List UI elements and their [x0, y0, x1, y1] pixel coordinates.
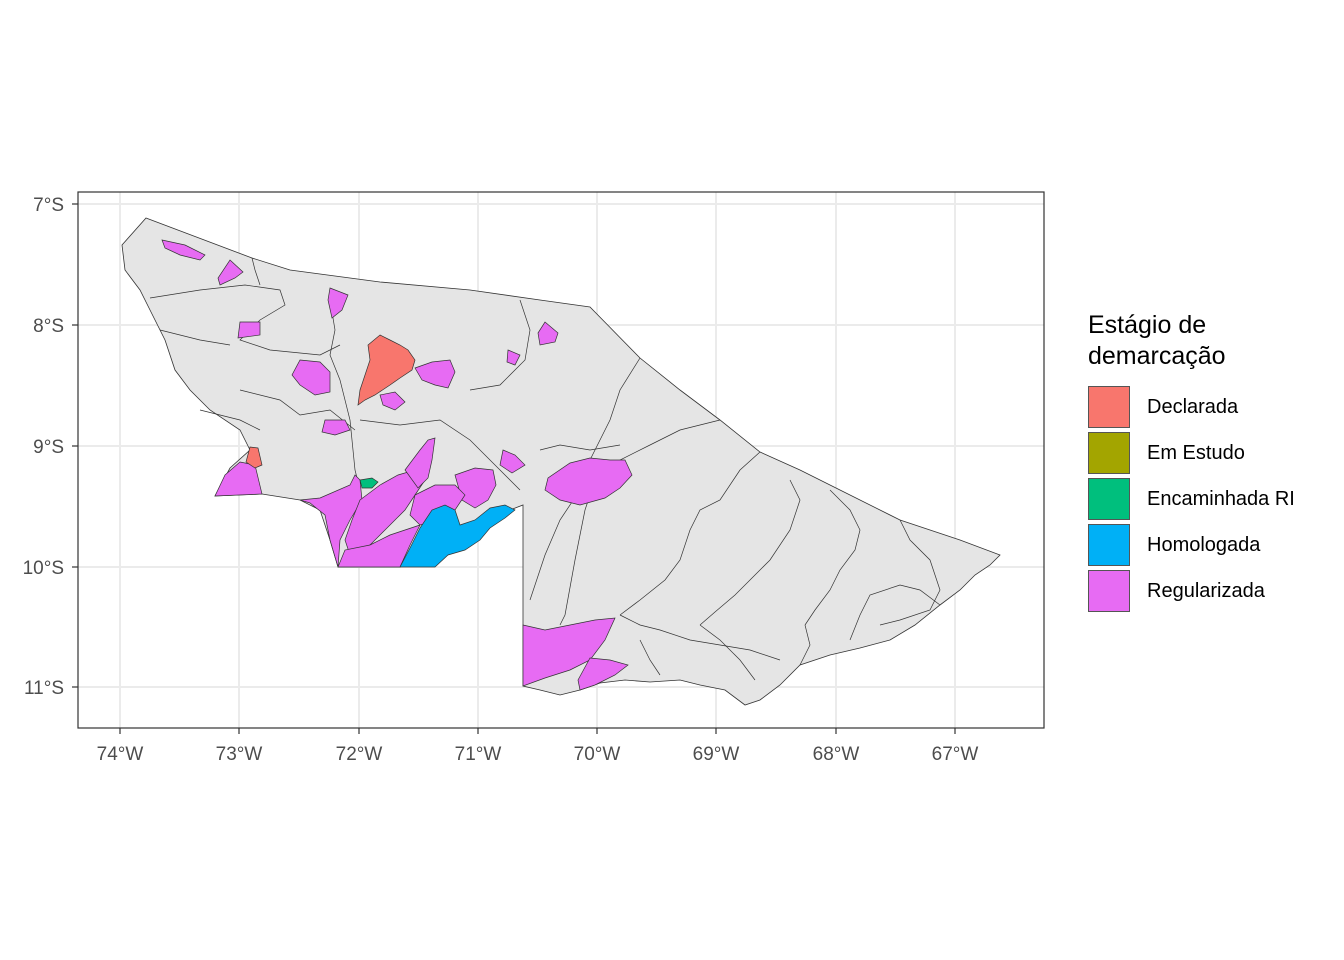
land-polygon	[404, 437, 436, 489]
land-polygon	[499, 449, 526, 474]
lands-regularizada	[161, 239, 633, 691]
y-axis-labels: 7°S 8°S 9°S 10°S 11°S	[23, 195, 64, 699]
legend-swatch	[1088, 570, 1130, 612]
land-polygon	[327, 287, 349, 319]
panel-border	[77, 191, 1045, 729]
land-polygon	[245, 446, 263, 469]
x-tick-label: 74°W	[97, 744, 144, 765]
land-polygon	[337, 524, 421, 568]
lands-declarada	[245, 334, 416, 469]
legend-item-declarada: Declarada	[1088, 384, 1295, 430]
y-tick-label: 8°S	[33, 316, 64, 337]
legend-swatch	[1088, 478, 1130, 520]
land-polygon	[506, 349, 521, 366]
x-tick-label: 71°W	[455, 744, 502, 765]
x-axis-labels: 74°W 73°W 72°W 71°W 70°W 69°W 68°W 67°W	[97, 744, 979, 765]
municipal-boundaries	[149, 257, 941, 681]
legend-label: Declarada	[1147, 395, 1239, 418]
land-polygon	[577, 657, 629, 691]
land-polygon	[544, 457, 633, 506]
legend-swatch	[1088, 432, 1130, 474]
x-tick-label: 68°W	[813, 744, 860, 765]
land-polygon	[522, 617, 616, 687]
legend-label: Regularizada	[1147, 579, 1265, 602]
land-polygon	[291, 359, 331, 396]
legend-label: Encaminhada RI	[1147, 487, 1295, 510]
legend-title: Estágio de demarcação	[1088, 311, 1226, 370]
legend-item-regularizada: Regularizada	[1088, 568, 1295, 614]
x-tick-label: 73°W	[216, 744, 263, 765]
land-polygon	[217, 259, 244, 286]
land-polygon	[454, 467, 497, 509]
y-tick-label: 11°S	[24, 678, 64, 699]
land-polygon	[357, 334, 416, 406]
land-polygon	[414, 359, 456, 389]
x-tick-label: 72°W	[336, 744, 383, 765]
legend-item-homologada: Homologada	[1088, 522, 1295, 568]
x-tick-label: 67°W	[932, 744, 979, 765]
land-polygon	[321, 419, 351, 436]
land-polygon	[161, 239, 206, 261]
y-tick-label: 9°S	[33, 437, 64, 458]
land-polygon	[237, 321, 261, 339]
legend-label: Homologada	[1147, 533, 1261, 556]
y-tick-label: 10°S	[23, 558, 64, 579]
land-encaminhada-ri	[359, 477, 379, 489]
legend-swatch	[1088, 524, 1130, 566]
legend: Estágio de demarcação Declarada Em Estud…	[1088, 310, 1295, 614]
land-polygon	[344, 469, 426, 556]
state-outline	[121, 217, 1001, 706]
land-polygon	[299, 474, 363, 568]
legend-item-encaminhada-ri: Encaminhada RI	[1088, 476, 1295, 522]
legend-label: Em Estudo	[1147, 441, 1245, 464]
land-polygon	[379, 391, 406, 411]
legend-swatch	[1088, 386, 1130, 428]
x-tick-label: 70°W	[574, 744, 621, 765]
land-homologada	[399, 504, 516, 568]
land-polygon	[537, 321, 559, 346]
y-tick-label: 7°S	[33, 195, 64, 216]
x-tick-label: 69°W	[693, 744, 740, 765]
axis-ticks	[72, 203, 956, 734]
legend-item-em-estudo: Em Estudo	[1088, 430, 1295, 476]
